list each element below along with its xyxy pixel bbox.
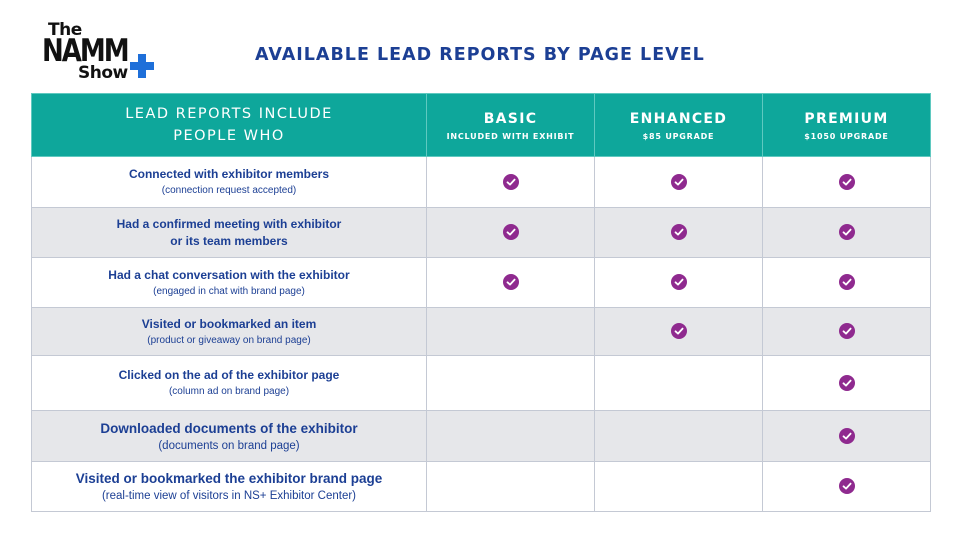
table-row: Downloaded documents of the exhibitor (do… xyxy=(31,410,931,462)
criteria-note: (product or giveaway on brand page) xyxy=(147,334,311,346)
tier-cell xyxy=(762,156,931,208)
tier-cell xyxy=(594,461,763,512)
tier-cell xyxy=(594,355,763,411)
tier-cell xyxy=(594,307,763,356)
page-title: AVAILABLE LEAD REPORTS BY PAGE LEVEL xyxy=(255,45,705,65)
lead-reports-table: LEAD REPORTS INCLUDE PEOPLE WHO BASIC IN… xyxy=(31,93,931,512)
check-circle-icon xyxy=(670,224,687,241)
criteria-cell: Downloaded documents of the exhibitor (do… xyxy=(31,410,427,462)
check-circle-icon xyxy=(838,173,855,190)
criteria-cell: Clicked on the ad of the exhibitor page (… xyxy=(31,355,427,411)
table-row: Connected with exhibitor members (connect… xyxy=(31,156,931,208)
tier-cell xyxy=(426,307,595,356)
tier-cell xyxy=(426,410,595,462)
tier-cell xyxy=(426,355,595,411)
header-row: LEAD REPORTS INCLUDE PEOPLE WHO BASIC IN… xyxy=(31,93,931,157)
criteria-note: (connection request accepted) xyxy=(161,185,297,196)
tier-cell xyxy=(426,461,595,512)
tier-cell xyxy=(426,207,595,258)
criteria-cell: Had a confirmed meeting with exhibitor or… xyxy=(31,207,427,258)
header-main-line2: PEOPLE WHO xyxy=(173,128,285,144)
header-tier-basic: BASIC INCLUDED WITH EXHIBIT xyxy=(426,93,595,157)
criteria-label: Clicked on the ad of the exhibitor page xyxy=(118,368,340,382)
criteria-label: Visited or bookmarked the exhibitor bran… xyxy=(75,471,383,486)
tier-cell xyxy=(762,461,931,512)
tier-cell xyxy=(594,410,763,462)
criteria-note: (engaged in chat with brand page) xyxy=(153,285,305,297)
check-circle-icon xyxy=(670,323,687,340)
tier-name: ENHANCED xyxy=(629,110,728,127)
tier-cell xyxy=(426,156,595,208)
tier-cell xyxy=(762,410,931,462)
header-tier-premium: PREMIUM $1050 UPGRADE xyxy=(762,93,931,157)
header-criteria: LEAD REPORTS INCLUDE PEOPLE WHO xyxy=(31,93,427,157)
tier-name: PREMIUM xyxy=(804,110,889,127)
header-tier-enhanced: ENHANCED $85 UPGRADE xyxy=(594,93,763,157)
check-circle-icon xyxy=(502,224,519,241)
criteria-note: (real-time view of visitors in NS+ Exhib… xyxy=(101,490,357,502)
criteria-cell: Connected with exhibitor members (connect… xyxy=(31,156,427,208)
criteria-label: Downloaded documents of the exhibitor xyxy=(100,420,358,436)
tier-cell xyxy=(762,257,931,308)
check-circle-icon xyxy=(502,173,519,190)
criteria-cell: Visited or bookmarked an item (product or… xyxy=(31,307,427,356)
check-circle-icon xyxy=(838,323,855,340)
table-row: Had a chat conversation with the exhibit… xyxy=(31,257,931,308)
tier-price: $85 UPGRADE xyxy=(642,131,715,141)
table-row: Clicked on the ad of the exhibitor page (… xyxy=(31,355,931,411)
criteria-label-line2: or its team members xyxy=(170,233,288,248)
namm-show-logo: The NAMM Show xyxy=(40,22,160,86)
table-row: Visited or bookmarked an item (product or… xyxy=(31,307,931,356)
check-circle-icon xyxy=(838,478,855,495)
check-circle-icon xyxy=(838,224,855,241)
tier-cell xyxy=(594,156,763,208)
plus-icon xyxy=(130,54,154,78)
logo-line-show: Show xyxy=(78,63,128,83)
criteria-cell: Visited or bookmarked the exhibitor bran… xyxy=(31,461,427,512)
tier-cell xyxy=(594,257,763,308)
criteria-label: Had a chat conversation with the exhibit… xyxy=(108,267,350,282)
check-circle-icon xyxy=(670,173,687,190)
check-circle-icon xyxy=(838,427,855,444)
check-circle-icon xyxy=(838,374,855,391)
tier-name: BASIC xyxy=(483,110,538,127)
check-circle-icon xyxy=(838,274,855,291)
criteria-label: Connected with exhibitor members xyxy=(128,167,330,181)
table-row: Had a confirmed meeting with exhibitor or… xyxy=(31,207,931,258)
tier-cell xyxy=(426,257,595,308)
criteria-label: Visited or bookmarked an item xyxy=(141,316,317,331)
tier-cell xyxy=(762,207,931,258)
check-circle-icon xyxy=(502,274,519,291)
criteria-cell: Had a chat conversation with the exhibit… xyxy=(31,257,427,308)
tier-cell xyxy=(762,307,931,356)
tier-cell xyxy=(594,207,763,258)
logo-line-namm: NAMM xyxy=(42,33,130,70)
tier-price: INCLUDED WITH EXHIBIT xyxy=(446,131,575,141)
criteria-label: Had a confirmed meeting with exhibitor xyxy=(116,216,342,231)
check-circle-icon xyxy=(670,274,687,291)
criteria-note: (documents on brand page) xyxy=(158,439,300,452)
criteria-note: (column ad on brand page) xyxy=(168,386,290,397)
tier-price: $1050 UPGRADE xyxy=(804,131,889,141)
tier-cell xyxy=(762,355,931,411)
logo-line-the: The xyxy=(48,20,82,40)
table-row: Visited or bookmarked the exhibitor bran… xyxy=(31,461,931,512)
header-main-line1: LEAD REPORTS INCLUDE xyxy=(125,106,333,122)
